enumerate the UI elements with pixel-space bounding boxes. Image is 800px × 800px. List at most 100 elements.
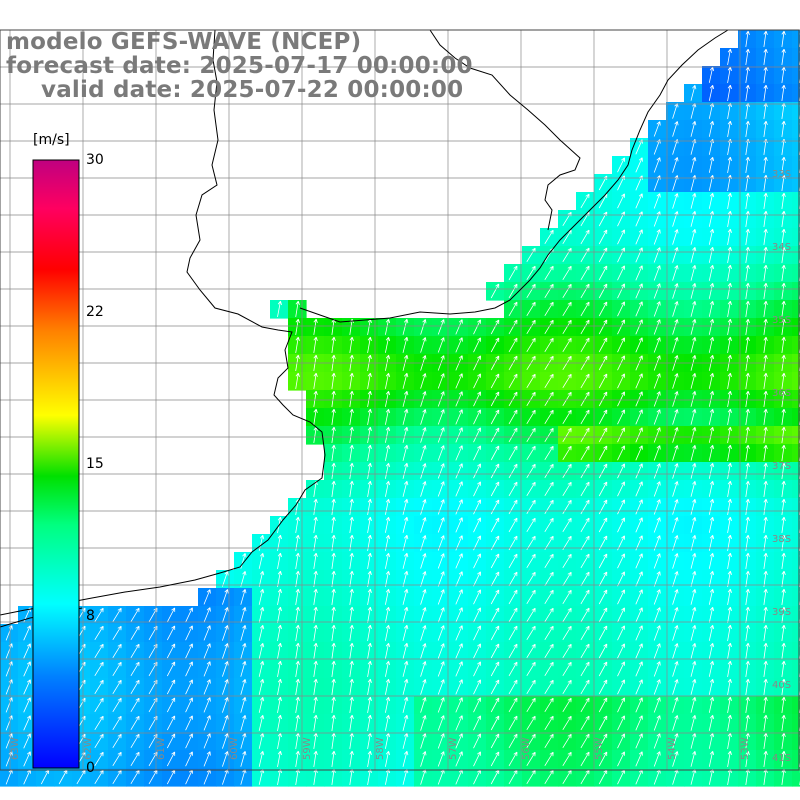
wind-arrow <box>185 607 193 623</box>
wind-arrow <box>653 427 661 443</box>
wind-arrow <box>473 679 481 695</box>
wind-arrow <box>295 570 300 587</box>
wind-arrow <box>598 481 608 497</box>
wind-cell <box>612 318 631 337</box>
wind-arrow <box>598 571 608 587</box>
wind-cell <box>72 768 91 787</box>
wind-arrow <box>763 390 768 407</box>
wind-arrow <box>185 625 193 641</box>
wind-arrow <box>763 660 768 677</box>
wind-arrow <box>367 426 372 443</box>
wind-arrow <box>745 444 750 461</box>
wind-arrow <box>745 570 750 587</box>
wind-arrow <box>544 625 554 641</box>
wind-cell <box>558 228 577 247</box>
wind-cell <box>90 732 109 751</box>
wind-arrow <box>526 697 536 713</box>
wind-cell <box>612 624 631 643</box>
wind-arrow <box>402 462 409 479</box>
wind-cell <box>594 462 613 481</box>
wind-arrow <box>708 588 715 605</box>
wind-arrow <box>580 265 590 281</box>
wind-arrow <box>653 301 661 317</box>
wind-arrow <box>690 571 697 587</box>
wind-arrow <box>617 427 625 443</box>
wind-arrow <box>562 769 572 785</box>
wind-arrow <box>5 679 13 695</box>
wind-arrow <box>635 643 643 659</box>
wind-arrow <box>112 697 122 713</box>
wind-cell <box>576 642 595 661</box>
wind-cell <box>576 408 595 427</box>
wind-arrow <box>708 318 715 335</box>
wind-arrow <box>653 625 661 641</box>
wind-arrow <box>562 571 572 587</box>
wind-cell <box>576 390 595 409</box>
wind-arrow <box>763 714 768 731</box>
wind-arrow <box>617 409 625 425</box>
wind-cell <box>558 714 577 733</box>
wind-arrow <box>745 480 750 497</box>
wind-arrow <box>130 715 140 731</box>
wind-cell <box>576 624 595 643</box>
wind-arrow <box>258 750 265 767</box>
wind-arrow <box>185 751 193 767</box>
wind-arrow <box>331 444 336 461</box>
wind-cell <box>594 732 613 751</box>
wind-arrow <box>580 463 590 479</box>
wind-arrow <box>437 499 445 515</box>
wind-arrow <box>185 661 193 677</box>
wind-arrow <box>781 246 786 263</box>
wind-arrow <box>490 643 500 659</box>
wind-cell <box>540 678 559 697</box>
wind-arrow <box>277 660 282 677</box>
wind-cell <box>468 750 487 769</box>
wind-cell <box>792 372 800 391</box>
wind-arrow <box>331 480 336 497</box>
wind-arrow <box>580 481 590 497</box>
wind-arrow <box>331 372 336 389</box>
wind-cell <box>522 516 541 535</box>
wind-arrow <box>437 427 445 443</box>
wind-arrow <box>349 552 354 569</box>
wind-arrow <box>708 408 715 425</box>
wind-arrow <box>473 661 481 677</box>
wind-arrow <box>367 552 372 569</box>
wind-arrow <box>437 373 445 389</box>
wind-cell <box>522 498 541 517</box>
wind-cell <box>576 300 595 319</box>
wind-cell <box>612 390 631 409</box>
wind-cell <box>522 282 541 301</box>
wind-cell <box>792 318 800 337</box>
wind-cell <box>576 606 595 625</box>
wind-arrow <box>727 552 732 569</box>
forecast-date: forecast date: 2025-07-17 00:00:00 <box>6 53 473 79</box>
wind-arrow <box>402 714 409 731</box>
wind-arrow <box>349 750 354 767</box>
wind-arrow <box>295 336 300 353</box>
wind-arrow <box>580 283 590 299</box>
wind-arrow <box>727 732 732 749</box>
wind-arrow <box>781 84 786 101</box>
wind-cell <box>486 318 505 337</box>
colorbar-tick-30: 30 <box>86 152 104 168</box>
wind-cell <box>504 750 523 769</box>
wind-arrow <box>23 733 31 749</box>
wind-arrow <box>455 409 463 425</box>
wind-arrow <box>708 336 715 353</box>
wind-arrow <box>781 192 786 209</box>
wind-arrow <box>349 714 354 731</box>
wind-arrow <box>653 445 661 461</box>
wind-arrow <box>617 679 625 695</box>
wind-arrow <box>94 697 104 713</box>
wind-arrow <box>745 408 750 425</box>
wind-arrow <box>562 715 572 731</box>
wind-cell <box>522 570 541 589</box>
wind-cell <box>594 480 613 499</box>
wind-arrow <box>635 625 643 641</box>
wind-arrow <box>745 300 750 317</box>
wind-cell <box>126 696 145 715</box>
wind-arrow <box>635 553 643 569</box>
wind-cell <box>486 624 505 643</box>
wind-arrow <box>708 696 715 713</box>
